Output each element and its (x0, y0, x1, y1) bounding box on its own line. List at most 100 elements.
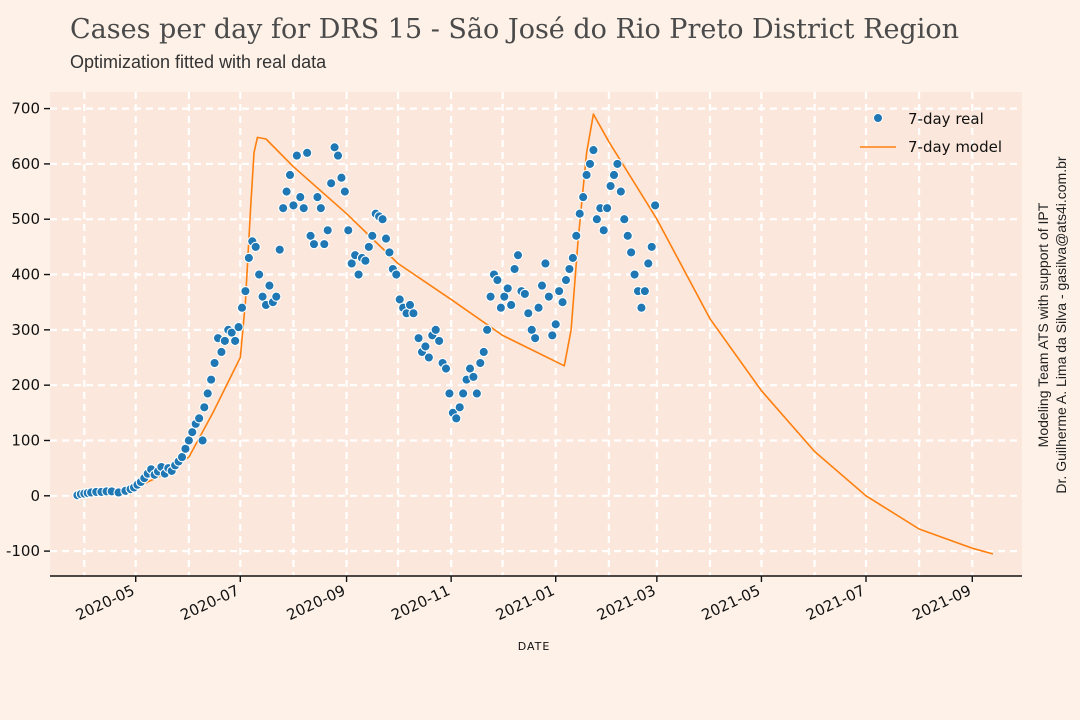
real-point (271, 291, 282, 302)
real-point (588, 144, 599, 156)
real-point (413, 332, 424, 344)
real-point (557, 297, 568, 308)
real-point (423, 352, 435, 363)
real-point (519, 288, 531, 300)
real-point (420, 341, 431, 352)
x-axis: 2020-05 2020-07 2020-09 2020-11 2021-01 2021-… (73, 576, 974, 624)
real-point (377, 214, 388, 225)
real-point (339, 186, 351, 197)
real-point (509, 263, 520, 275)
real-point (281, 186, 292, 197)
real-point (209, 357, 220, 369)
real-point (291, 150, 303, 161)
x-tick-label: 2021-03 (594, 581, 658, 624)
real-point (523, 308, 534, 319)
real-point (581, 169, 592, 181)
real-point (485, 291, 496, 302)
real-point (646, 241, 657, 253)
real-point (322, 225, 333, 236)
y-axis: -100 0 100 200 300 400 500 600 700 (6, 100, 50, 560)
real-point (451, 413, 462, 424)
x-tick-label: 2020-09 (284, 581, 348, 624)
chart-subtitle: Optimization fitted with real data (70, 52, 327, 72)
real-point (295, 191, 306, 203)
real-point (274, 244, 285, 255)
real-point (481, 324, 493, 336)
y-tick-label: 600 (11, 155, 40, 173)
real-point (253, 269, 265, 280)
credit-line-1: Modeling Team ATS with support of IPT (1035, 202, 1051, 448)
real-point (298, 203, 309, 214)
real-point (495, 302, 507, 313)
real-point (567, 252, 579, 264)
real-point (243, 252, 255, 264)
real-point (622, 230, 633, 241)
real-point (264, 280, 275, 291)
real-point (478, 346, 489, 358)
real-point (591, 214, 603, 225)
real-point (536, 280, 548, 291)
real-point (468, 371, 479, 383)
real-point (216, 346, 227, 358)
model-series (77, 113, 994, 555)
real-point (315, 203, 327, 214)
x-tick-label: 2021-05 (699, 581, 763, 624)
real-point (643, 258, 654, 269)
real-point (475, 357, 486, 369)
legend-real-marker (873, 113, 883, 123)
real-point (250, 241, 261, 253)
y-tick-label: 500 (11, 210, 40, 228)
x-tick-label: 2020-05 (73, 581, 137, 624)
legend-model-label: 7-day model (908, 138, 1002, 156)
real-point (367, 230, 378, 241)
real-point (408, 308, 419, 319)
real-point (219, 335, 231, 347)
real-point (605, 180, 616, 192)
credit-block: Modeling Team ATS with support of IPT Dr… (1030, 110, 1074, 540)
real-point (336, 172, 347, 183)
real-point (540, 258, 551, 269)
real-point (236, 302, 248, 313)
real-point (457, 388, 469, 399)
real-point (625, 247, 637, 258)
real-point (553, 285, 565, 297)
real-point (636, 302, 647, 313)
real-point (199, 402, 210, 413)
real-point (380, 233, 392, 244)
real-point (574, 208, 585, 219)
real-point (639, 285, 651, 297)
model-line (77, 113, 994, 555)
real-point (529, 332, 541, 344)
x-tick-label: 2020-07 (178, 581, 242, 624)
real-point (512, 250, 524, 261)
real-point (319, 238, 330, 250)
real-point (229, 335, 241, 347)
real-point (301, 147, 313, 158)
real-point (325, 178, 337, 189)
real-point (430, 324, 441, 336)
grid-lines (50, 92, 1022, 576)
real-point (598, 225, 609, 236)
real-point (492, 274, 503, 286)
real-point (202, 388, 213, 399)
real-point (577, 191, 589, 203)
y-tick-label: 100 (11, 431, 40, 449)
real-point (277, 203, 289, 214)
real-point (353, 269, 364, 280)
real-point (601, 203, 613, 214)
real-point (608, 169, 620, 181)
real-point (205, 374, 217, 385)
real-point (391, 269, 402, 280)
real-point (571, 230, 582, 241)
real-point (615, 186, 627, 197)
y-tick-label: 300 (11, 321, 40, 339)
real-point (312, 191, 323, 203)
real-point (505, 299, 517, 311)
real-point (363, 241, 375, 253)
legend: 7-day real 7-day model (860, 110, 1002, 156)
real-point (629, 269, 640, 280)
real-point (619, 214, 630, 225)
legend-real-label: 7-day real (908, 110, 984, 128)
y-tick-label: 700 (11, 100, 40, 118)
